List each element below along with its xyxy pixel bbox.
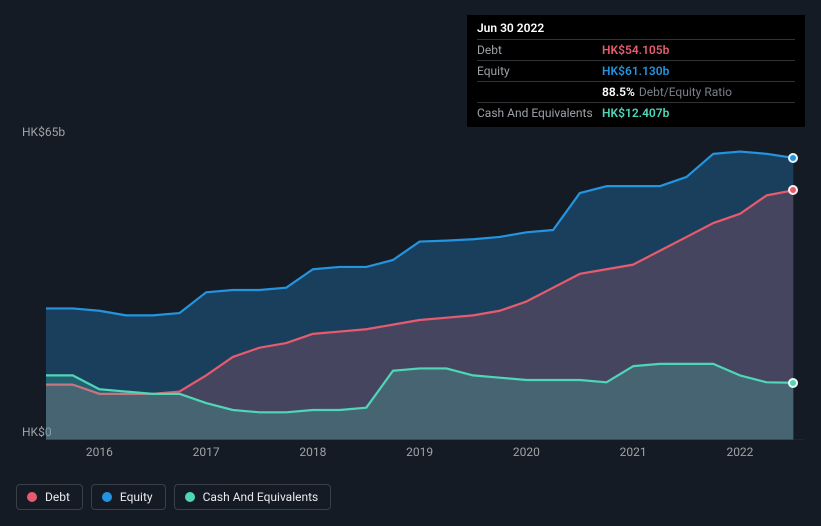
tooltip-row-value: HK$54.105b xyxy=(602,42,669,58)
x-axis: 2016 2017 2018 2019 2020 2021 2022 xyxy=(46,445,804,465)
legend-swatch-icon xyxy=(185,492,195,502)
x-axis-tick: 2017 xyxy=(193,445,220,459)
legend-item-label: Debt xyxy=(45,490,70,504)
tooltip-row: EquityHK$61.130b xyxy=(477,60,795,81)
series-end-marker-equity xyxy=(788,153,798,163)
x-axis-tick: 2019 xyxy=(406,445,433,459)
x-axis-tick: 2016 xyxy=(86,445,113,459)
tooltip-row-key: Cash And Equivalents xyxy=(477,105,602,121)
legend-swatch-icon xyxy=(102,492,112,502)
tooltip-row-key: Equity xyxy=(477,63,602,79)
x-axis-tick: 2022 xyxy=(726,445,753,459)
tooltip-row: 88.5%Debt/Equity Ratio xyxy=(477,81,795,102)
series-end-marker-debt xyxy=(788,185,798,195)
tooltip-row-subvalue: Debt/Equity Ratio xyxy=(639,84,732,100)
tooltip-row-value: HK$12.407b xyxy=(602,105,669,121)
legend-item-label: Equity xyxy=(120,490,153,504)
y-axis-label-max: HK$65b xyxy=(22,125,65,139)
tooltip-row-value: 88.5% xyxy=(602,84,635,100)
legend: Debt Equity Cash And Equivalents xyxy=(16,484,331,510)
legend-item-label: Cash And Equivalents xyxy=(203,490,319,504)
series-end-marker-cash xyxy=(788,378,798,388)
tooltip-row: DebtHK$54.105b xyxy=(477,39,795,60)
tooltip-row-value: HK$61.130b xyxy=(602,63,669,79)
tooltip-title: Jun 30 2022 xyxy=(477,21,795,35)
legend-item-equity[interactable]: Equity xyxy=(91,484,166,510)
tooltip-card: Jun 30 2022 DebtHK$54.105bEquityHK$61.13… xyxy=(467,15,805,127)
legend-item-cash[interactable]: Cash And Equivalents xyxy=(174,484,332,510)
tooltip-row-key: Debt xyxy=(477,42,602,58)
x-axis-tick: 2020 xyxy=(513,445,540,459)
x-axis-tick: 2021 xyxy=(620,445,647,459)
legend-swatch-icon xyxy=(27,492,37,502)
chart-plot-area[interactable] xyxy=(46,140,804,440)
legend-item-debt[interactable]: Debt xyxy=(16,484,83,510)
x-axis-tick: 2018 xyxy=(299,445,326,459)
tooltip-row: Cash And EquivalentsHK$12.407b xyxy=(477,102,795,123)
